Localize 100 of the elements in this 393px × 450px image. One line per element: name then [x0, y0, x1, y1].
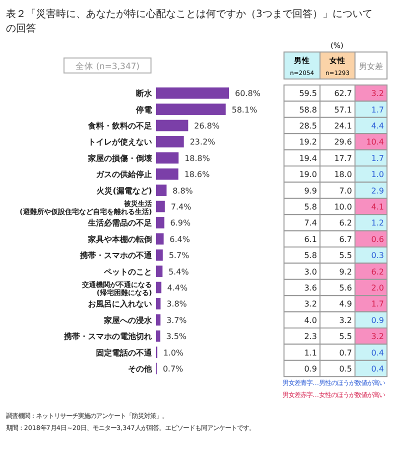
bar — [156, 266, 162, 277]
data-label: 5.6 — [339, 284, 352, 292]
data-label: 1.0 — [371, 170, 384, 180]
data-label: 26.8% — [194, 122, 220, 130]
y-tick-label: 断水 — [136, 89, 153, 98]
data-label: 5.8 — [304, 202, 317, 212]
data-label: 0.7 — [339, 348, 352, 358]
data-label: 7.4 — [304, 218, 317, 228]
data-label: 19.4 — [299, 154, 317, 163]
data-label: 0.9 — [304, 364, 317, 374]
data-label: 7.0 — [339, 186, 352, 196]
data-label: 1.2 — [371, 218, 384, 228]
data-label: 6.2 — [339, 218, 352, 228]
data-label: 3.6 — [304, 284, 317, 292]
data-label: 10.4 — [366, 138, 384, 147]
data-label: 5.4% — [168, 267, 190, 276]
data-label: 58.1% — [232, 105, 258, 114]
y-tick-label: 食料・飲料の不足 — [87, 122, 152, 130]
data-label: 3.5% — [166, 332, 187, 342]
bar — [156, 298, 161, 310]
y-tick-label: ガスの供給停止 — [96, 170, 152, 180]
x-tick-label: 男女差 — [359, 62, 383, 71]
data-label: 6.7 — [339, 234, 352, 244]
data-label: 19.0 — [299, 170, 317, 180]
data-label: 24.1 — [334, 122, 352, 130]
data-label: 3.2 — [371, 332, 384, 342]
chart-title: 表２「災害時に、あなたが特に心配なことは何ですか（3つまで回答）」についての回答 — [6, 8, 372, 34]
data-label: 4.0 — [304, 316, 317, 325]
data-label: 1.7 — [371, 105, 384, 114]
data-label: 60.8% — [235, 89, 261, 98]
y-tick-label: ペットのこと — [103, 267, 152, 276]
y-tick-label: 携帯・スマホの電池切れ — [63, 332, 152, 342]
bar — [156, 120, 188, 132]
bar — [156, 249, 163, 261]
data-label: 2.9 — [371, 186, 384, 196]
data-label: 29.6 — [334, 138, 352, 147]
data-label: 3.2 — [304, 300, 317, 309]
data-label: 58.8 — [299, 105, 317, 114]
data-label: 28.5 — [299, 122, 317, 130]
data-label: 62.7 — [334, 89, 352, 98]
data-label: 6.2 — [371, 267, 384, 276]
data-label: 5.7% — [168, 251, 190, 260]
data-label: 3.0 — [304, 267, 317, 276]
data-label: 9.2 — [339, 267, 352, 276]
data-label: 59.5 — [299, 89, 317, 98]
data-label: 1.1 — [304, 348, 317, 358]
data-label: 4.4% — [167, 284, 188, 292]
data-label: 18.0 — [334, 170, 352, 180]
bar — [156, 314, 160, 326]
data-label: 6.4% — [170, 234, 190, 244]
y-tick-label: 家屋の損傷・倒壊 — [87, 152, 152, 163]
bar — [156, 233, 164, 245]
data-label: 23.2% — [190, 138, 216, 147]
data-label: 6.9% — [170, 218, 192, 228]
y-tick-label: その他 — [128, 364, 153, 374]
data-label: 3.8% — [166, 300, 188, 309]
y-tick-label: トイレが使えない — [88, 138, 152, 147]
data-label: 5.8 — [304, 251, 317, 260]
data-label: 0.3 — [371, 251, 384, 260]
data-label: 17.7 — [334, 154, 352, 163]
data-label: 8.8% — [172, 186, 194, 196]
data-label: 0.5 — [339, 364, 352, 374]
bar — [156, 217, 164, 228]
bar — [156, 87, 229, 99]
data-label: 2.0 — [371, 284, 384, 292]
y-tick-label: 生活必需品の不足 — [87, 218, 152, 228]
data-label: 4.1 — [371, 202, 384, 212]
data-label: 7.4% — [170, 202, 192, 212]
y-tick-label: 家具や本棚の転倒 — [87, 234, 152, 244]
bar — [156, 152, 179, 164]
chart-subtitle: 全体 (n=3,347) — [75, 61, 140, 72]
data-label: 3.2 — [339, 316, 352, 325]
bar — [156, 168, 178, 180]
data-label: 0.4 — [371, 348, 384, 358]
data-label: 18.8% — [184, 154, 210, 163]
data-label: 57.1 — [334, 105, 352, 114]
bar — [156, 104, 226, 115]
bar — [156, 200, 165, 212]
data-label: 4.9 — [339, 300, 352, 309]
data-label: 1.0% — [163, 348, 184, 358]
y-tick-label: 家屋への浸水 — [103, 314, 153, 325]
y-tick-label: お風呂に入れない — [88, 300, 152, 309]
data-label: 9.9 — [304, 186, 317, 196]
data-label: 6.1 — [304, 234, 317, 244]
bar — [156, 184, 167, 196]
y-tick-label: 停電 — [135, 105, 152, 114]
data-label: 0.7% — [162, 364, 184, 374]
data-label: 0.6 — [371, 234, 384, 244]
data-label: 1.7 — [371, 154, 384, 163]
bar — [156, 136, 184, 148]
bar — [156, 330, 160, 342]
data-label: 18.6% — [184, 170, 210, 180]
y-tick-label: 火災(漏電など) — [96, 186, 152, 196]
data-label: 10.0 — [334, 202, 352, 212]
data-label: 1.7 — [371, 300, 384, 309]
data-label: 3.2 — [371, 89, 384, 98]
bar — [156, 282, 162, 294]
data-label: 5.5 — [339, 332, 352, 342]
data-label: 5.5 — [339, 251, 352, 260]
data-label: 4.4 — [371, 122, 384, 130]
